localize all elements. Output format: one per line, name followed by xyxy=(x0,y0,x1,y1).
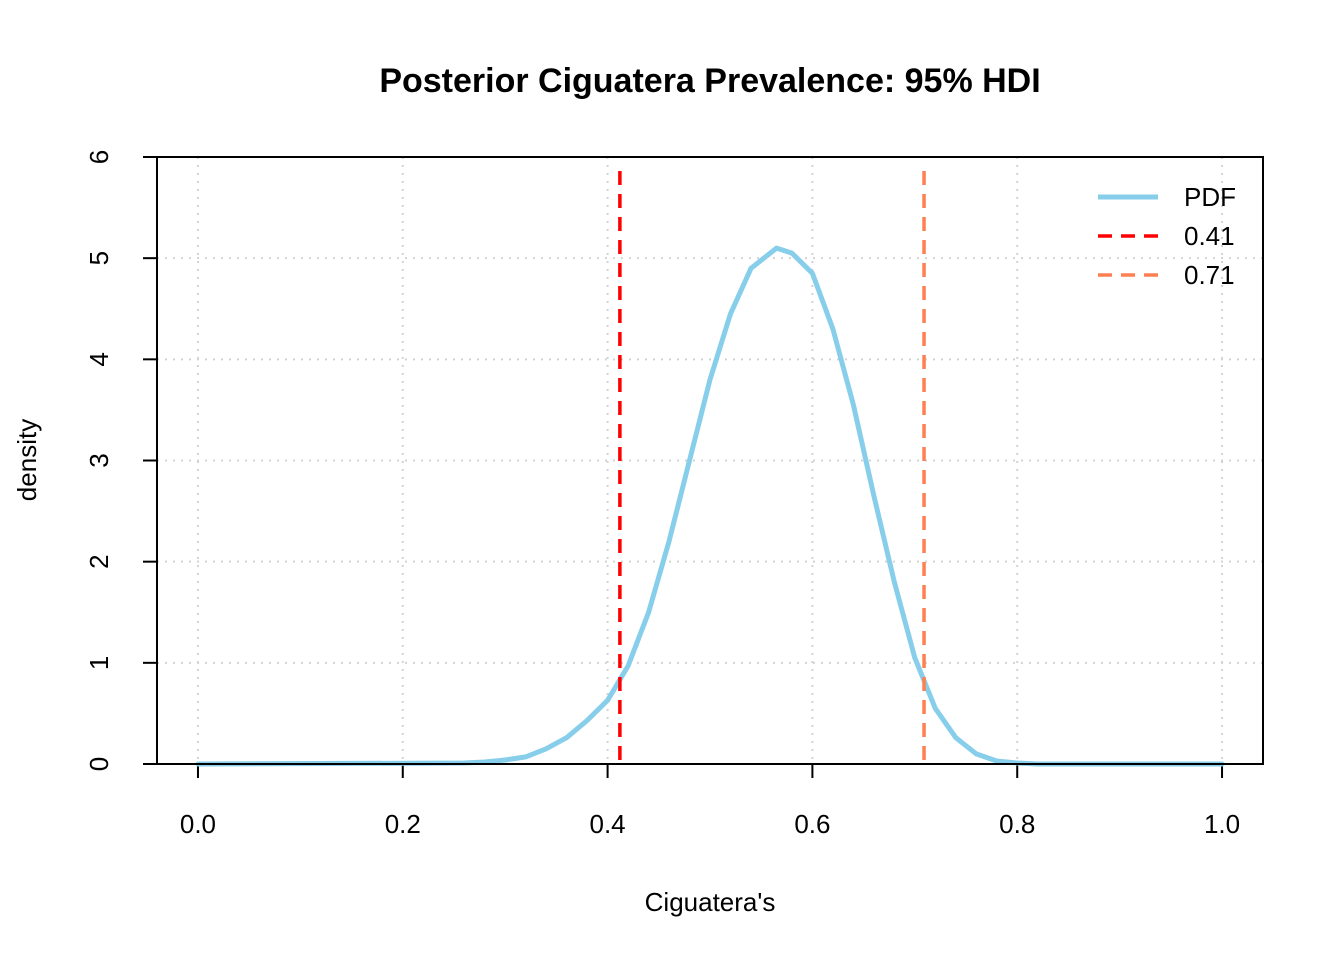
y-tick-label-5: 5 xyxy=(84,251,114,265)
x-tick-label-2: 0.4 xyxy=(590,809,626,839)
series-line-0 xyxy=(195,245,1225,767)
legend-label-1: 0.41 xyxy=(1184,221,1235,251)
legend: PDF 0.41 0.71 xyxy=(1098,182,1236,290)
plot-frame xyxy=(156,156,1264,765)
y-tick-label-1: 1 xyxy=(84,656,114,670)
x-axis-label: Ciguatera's xyxy=(645,887,776,917)
x-tick-label-5: 1.0 xyxy=(1204,809,1240,839)
y-tick-label-6: 6 xyxy=(84,150,114,164)
x-tick-label-1: 0.2 xyxy=(385,809,421,839)
x-tick-label-3: 0.6 xyxy=(794,809,830,839)
y-tick-label-3: 3 xyxy=(84,453,114,467)
x-axis: 0.0 0.2 0.4 0.6 0.8 1.0 xyxy=(180,763,1240,839)
chart-title: Posterior Ciguatera Prevalence: 95% HDI xyxy=(379,62,1040,100)
legend-label-2: 0.71 xyxy=(1184,260,1235,290)
grid xyxy=(157,156,1263,765)
series-layer xyxy=(195,171,1225,767)
x-tick-label-4: 0.8 xyxy=(999,809,1035,839)
legend-label-0: PDF xyxy=(1184,182,1236,212)
y-axis: 0 1 2 3 4 5 6 xyxy=(84,150,158,771)
y-tick-label-4: 4 xyxy=(84,352,114,366)
y-axis-label: density xyxy=(12,419,42,501)
y-tick-label-2: 2 xyxy=(84,554,114,568)
x-tick-label-0: 0.0 xyxy=(180,809,216,839)
y-tick-label-0: 0 xyxy=(84,757,114,771)
